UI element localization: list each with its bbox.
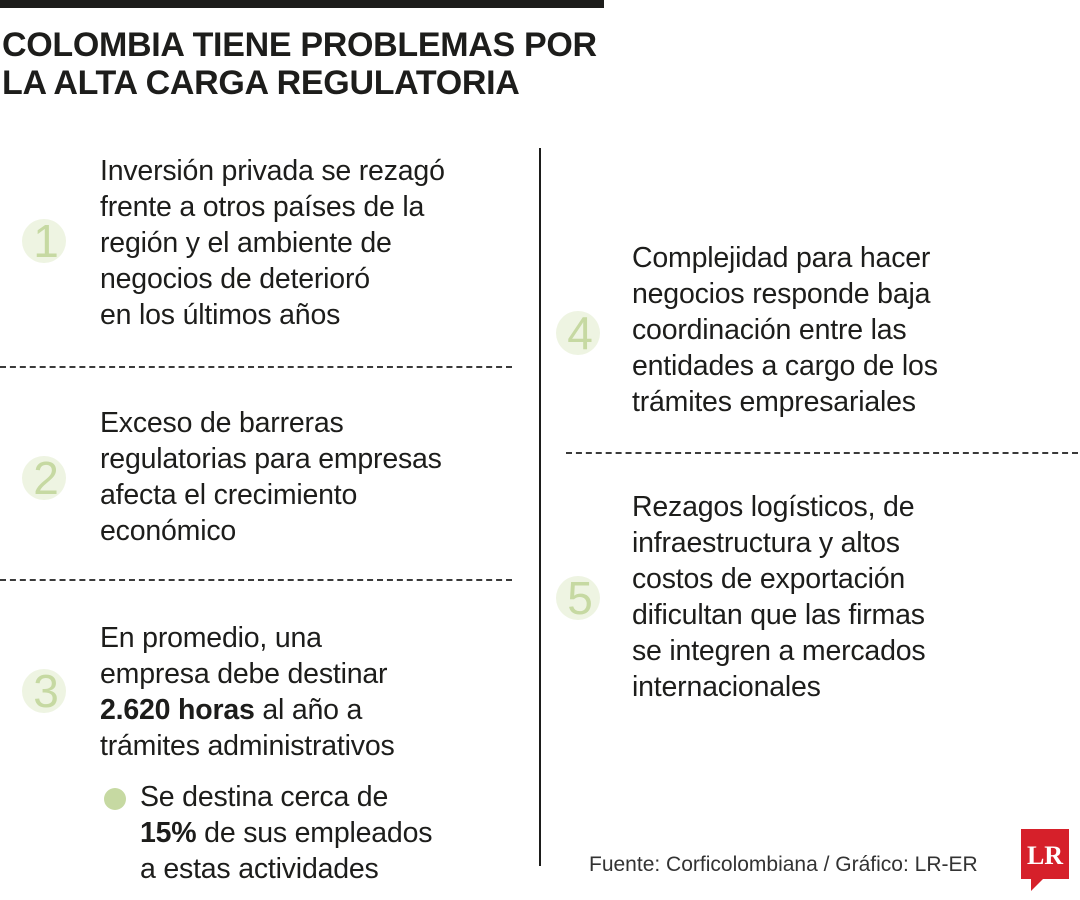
item-text-1: Inversión privada se rezagó frente a otr…: [100, 155, 445, 331]
logo-text: LR: [1027, 841, 1063, 870]
item-text-3: En promedio, una empresa debe destinar 2…: [100, 622, 395, 762]
separator-2: [0, 579, 512, 581]
percent-highlight: 15%: [140, 817, 197, 849]
item-number-1: 1: [22, 217, 66, 265]
title-line-1: COLOMBIA TIENE PROBLEMAS POR: [2, 26, 597, 64]
separator-3: [566, 452, 1078, 454]
hours-highlight: 2.620 horas: [100, 694, 255, 726]
item-text-2: Exceso de barreras regulatorias para emp…: [100, 407, 442, 547]
item-number-4: 4: [556, 309, 600, 357]
bullet-dot: [104, 788, 126, 810]
separator-1: [0, 366, 512, 368]
source-credit: Fuente: Corficolombiana / Gráfico: LR-ER: [589, 853, 978, 876]
lr-logo: LR: [1021, 829, 1069, 891]
item-text-5: Rezagos logísticos, de infraestructura y…: [632, 491, 926, 703]
infographic-title: COLOMBIA TIENE PROBLEMAS POR LA ALTA CAR…: [2, 26, 642, 102]
item-number-5: 5: [556, 574, 600, 622]
item-number-3: 3: [22, 667, 66, 715]
title-line-2: LA ALTA CARGA REGULATORIA: [2, 64, 520, 102]
item-text-4: Complejidad para hacer negocios responde…: [632, 242, 938, 418]
item-number-2: 2: [22, 454, 66, 502]
top-rule: [0, 0, 604, 8]
item-3-subpoint: Se destina cerca de 15% de sus empleados…: [140, 781, 433, 885]
column-divider: [539, 148, 541, 866]
